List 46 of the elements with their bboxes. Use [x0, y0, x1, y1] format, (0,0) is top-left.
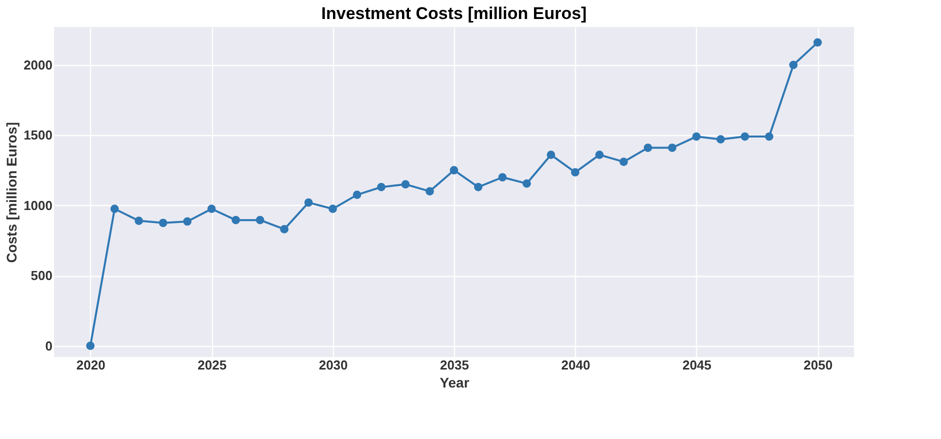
point [450, 166, 458, 174]
point [813, 38, 822, 47]
point [328, 204, 337, 214]
point [764, 132, 774, 141]
x-tick-label: 2035 [440, 358, 469, 372]
x-tick-label: 2050 [804, 358, 833, 372]
point [280, 225, 288, 234]
chart-title: Investment Costs [million Euros] [321, 4, 587, 23]
point [183, 217, 192, 226]
point [498, 173, 507, 182]
point [426, 187, 434, 196]
point [740, 132, 750, 141]
point [644, 144, 652, 152]
point [134, 216, 144, 225]
point [571, 168, 580, 177]
y-tick-label: 500 [30, 268, 52, 284]
point [474, 182, 482, 192]
point [256, 216, 264, 224]
x-tick-label: 2045 [682, 358, 712, 372]
point [789, 60, 798, 70]
point [522, 179, 531, 188]
point [377, 182, 386, 192]
point [86, 342, 95, 350]
point [716, 135, 725, 144]
y-tick-label: 2000 [24, 57, 52, 72]
x-tick-label: 2040 [561, 358, 590, 372]
x-tick-label: 2030 [318, 358, 348, 372]
point [158, 218, 168, 228]
y-axis-title: Costs [million Euros] [4, 122, 20, 263]
x-axis-title: Year [440, 374, 470, 390]
y-tick-label: 0 [45, 338, 52, 354]
x-tick-label: 2025 [198, 358, 227, 372]
point [304, 198, 313, 207]
point [546, 150, 556, 159]
x-tick-label: 2020 [76, 358, 106, 372]
y-tick-label: 1000 [24, 198, 52, 213]
y-tick-label: 1500 [24, 128, 52, 143]
point [110, 204, 119, 214]
point [595, 150, 604, 159]
point [620, 158, 628, 166]
point [692, 132, 701, 141]
point [668, 144, 676, 152]
point [401, 180, 410, 188]
point [207, 204, 216, 214]
point [232, 216, 240, 224]
point [352, 190, 362, 199]
